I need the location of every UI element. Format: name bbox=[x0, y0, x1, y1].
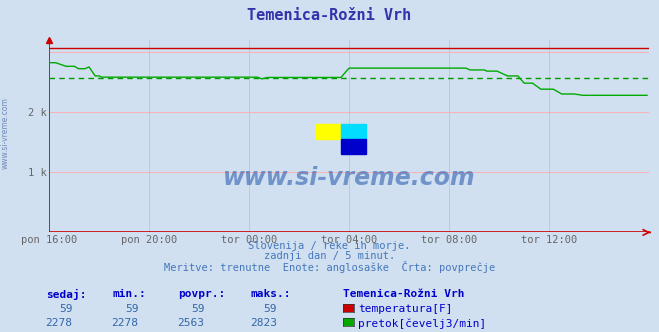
Text: 2278: 2278 bbox=[111, 318, 138, 328]
Text: 59: 59 bbox=[264, 304, 277, 314]
Text: temperatura[F]: temperatura[F] bbox=[358, 304, 452, 314]
Text: povpr.:: povpr.: bbox=[178, 289, 225, 299]
Text: Slovenija / reke in morje.: Slovenija / reke in morje. bbox=[248, 241, 411, 251]
Text: 59: 59 bbox=[125, 304, 138, 314]
Text: pretok[čevelj3/min]: pretok[čevelj3/min] bbox=[358, 318, 486, 329]
Text: 59: 59 bbox=[191, 304, 204, 314]
Text: 2563: 2563 bbox=[177, 318, 204, 328]
Text: Temenica-Rožni Vrh: Temenica-Rožni Vrh bbox=[247, 8, 412, 23]
Text: sedaj:: sedaj: bbox=[46, 289, 86, 300]
Text: min.:: min.: bbox=[112, 289, 146, 299]
Text: zadnji dan / 5 minut.: zadnji dan / 5 minut. bbox=[264, 251, 395, 261]
Text: www.si-vreme.com: www.si-vreme.com bbox=[223, 166, 476, 190]
Bar bbox=[341, 124, 366, 139]
Text: 2823: 2823 bbox=[250, 318, 277, 328]
Text: Temenica-Rožni Vrh: Temenica-Rožni Vrh bbox=[343, 289, 464, 299]
Bar bbox=[316, 124, 341, 139]
Text: 59: 59 bbox=[59, 304, 72, 314]
Text: 2278: 2278 bbox=[45, 318, 72, 328]
Bar bbox=[341, 139, 366, 154]
Text: www.si-vreme.com: www.si-vreme.com bbox=[1, 97, 10, 169]
Text: Meritve: trenutne  Enote: anglosaške  Črta: povprečje: Meritve: trenutne Enote: anglosaške Črta… bbox=[164, 261, 495, 273]
Text: maks.:: maks.: bbox=[250, 289, 291, 299]
